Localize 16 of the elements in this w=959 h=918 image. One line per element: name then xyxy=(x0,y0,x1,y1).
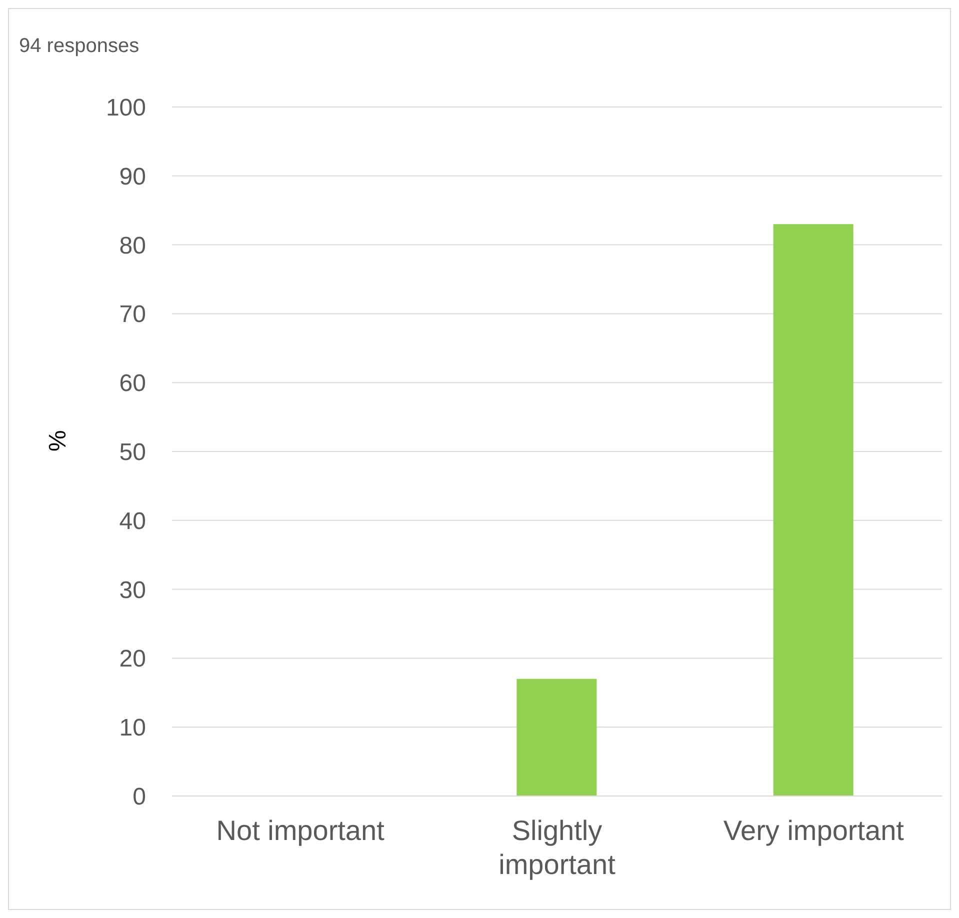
y-tick-label: 30 xyxy=(119,576,146,604)
y-tick-label: 20 xyxy=(119,646,146,673)
y-axis-title: % xyxy=(44,430,72,452)
y-tick-label: 10 xyxy=(119,714,146,742)
y-tick-label: 40 xyxy=(119,508,146,535)
x-tick-label: Very important xyxy=(723,815,904,846)
y-tick-label: 50 xyxy=(119,439,146,466)
y-tick-label: 90 xyxy=(119,163,146,190)
y-tick-label: 0 xyxy=(132,784,146,811)
y-tick-label: 80 xyxy=(119,232,146,260)
x-tick-label: Slightly important xyxy=(498,815,616,880)
y-tick-label: 100 xyxy=(106,94,146,122)
y-tick-label: 60 xyxy=(119,370,146,398)
x-tick-label: Not important xyxy=(216,815,385,846)
y-tick-label: 70 xyxy=(119,301,146,328)
chart-title: 94 responses xyxy=(19,35,140,58)
